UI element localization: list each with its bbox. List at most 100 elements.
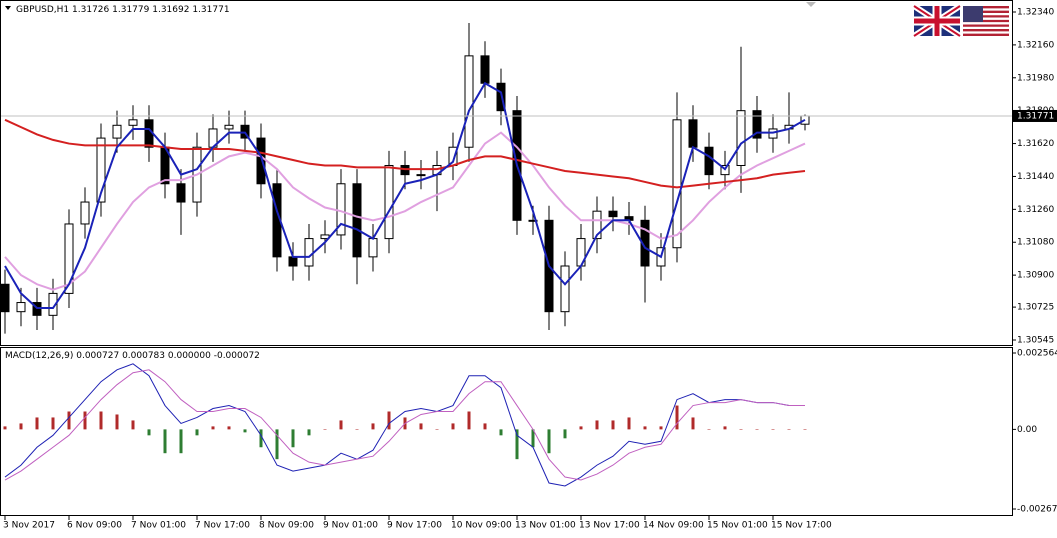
- indicator-line: [4, 131, 806, 291]
- histogram-bar: [627, 417, 631, 430]
- indicator-line: [4, 81, 806, 310]
- histogram-bar: [243, 429, 247, 433]
- y-tick-label: 1.30725: [1017, 303, 1054, 313]
- macd-value: 0.000783: [122, 351, 165, 361]
- histogram-bar: [19, 423, 23, 430]
- histogram-bar: [435, 429, 439, 430]
- price-panel: [0, 0, 1013, 346]
- ohlc-low: 1.31692: [152, 5, 189, 15]
- histogram-bar: [659, 426, 663, 430]
- candle-body: [528, 219, 538, 222]
- y-tick-label: 1.32160: [1017, 40, 1054, 50]
- candle-body: [752, 110, 762, 139]
- histogram-bar: [611, 420, 615, 430]
- uk-flag[interactable]: [912, 3, 962, 39]
- histogram-bar: [483, 423, 487, 430]
- histogram-bar: [755, 429, 759, 430]
- candle-body: [96, 137, 106, 203]
- histogram-bar: [83, 411, 87, 430]
- us-flag[interactable]: [963, 6, 1009, 36]
- histogram-bar: [131, 420, 135, 430]
- x-tick-label: 13 Nov 17:00: [579, 521, 640, 531]
- histogram-bar: [675, 405, 679, 430]
- histogram-bar: [563, 429, 567, 439]
- histogram-bar: [323, 429, 327, 430]
- flag-canton: [963, 6, 983, 22]
- histogram-bar: [803, 429, 807, 430]
- indicator-line: [4, 118, 806, 189]
- last-price-label: 1.31771: [1017, 111, 1054, 121]
- candle-body: [592, 210, 602, 240]
- candle-body: [704, 146, 714, 176]
- histogram-bar: [163, 429, 167, 454]
- macd-value: 0.000727: [76, 351, 119, 361]
- candle-body: [464, 55, 474, 148]
- x-tick-label: 15 Nov 01:00: [707, 521, 768, 531]
- macd-name: MACD(12,26,9): [5, 351, 73, 361]
- ohlc-open: 1.31726: [72, 5, 109, 15]
- x-tick-label: 10 Nov 09:00: [451, 521, 512, 531]
- candle-body: [112, 124, 122, 139]
- candle-body: [128, 119, 138, 126]
- histogram-bar: [499, 429, 503, 436]
- y-tick-label: -0.002673: [1017, 505, 1057, 515]
- candle-body: [256, 137, 266, 185]
- menu-arrow[interactable]: [5, 6, 11, 10]
- ohlc-high: 1.31779: [112, 5, 149, 15]
- histogram-bar: [595, 420, 599, 430]
- candle-body: [416, 174, 426, 177]
- histogram-bar: [723, 426, 727, 430]
- y-tick-label: 0.002564: [1017, 349, 1057, 359]
- y-tick-label: 1.32340: [1017, 8, 1054, 18]
- candle-body: [352, 183, 362, 258]
- histogram-bar: [115, 414, 119, 430]
- candle-body: [224, 124, 234, 130]
- histogram-bar: [371, 423, 375, 430]
- candle-body: [608, 210, 618, 218]
- macd-header: MACD(12,26,9) 0.000727 0.000783 0.000000…: [5, 351, 260, 361]
- candle-body: [480, 55, 490, 84]
- candle-body: [736, 110, 746, 166]
- flag-stripes: [963, 6, 1009, 36]
- indicator-line: [4, 369, 805, 481]
- histogram-bar: [531, 429, 535, 448]
- candle-body: [640, 219, 650, 267]
- y-tick-label: 1.31260: [1017, 205, 1054, 215]
- flag-cross: [914, 6, 960, 36]
- histogram-bar: [35, 417, 39, 430]
- histogram-bar: [707, 429, 711, 430]
- candle-body: [384, 164, 394, 240]
- histogram-bar: [195, 429, 199, 436]
- candle-body: [560, 265, 570, 313]
- y-tick-label: 1.31080: [1017, 238, 1054, 248]
- histogram-bar: [339, 420, 343, 430]
- candle-body: [368, 238, 378, 258]
- macd-value: 0.000000: [168, 351, 211, 361]
- histogram-bar: [547, 429, 551, 454]
- candle-body: [80, 201, 90, 225]
- x-tick-label: 9 Nov 17:00: [387, 521, 442, 531]
- symbol: GBPUSD,H1: [16, 5, 69, 15]
- histogram-bar: [99, 411, 103, 430]
- x-tick-label: 3 Nov 2017: [3, 521, 55, 531]
- histogram-bar: [67, 411, 71, 430]
- y-tick-label: 1.30900: [1017, 271, 1054, 281]
- shift-marker[interactable]: [806, 2, 816, 7]
- histogram-bar: [179, 429, 183, 454]
- histogram-bar: [387, 411, 391, 430]
- y-tick-label: 1.30545: [1017, 336, 1054, 346]
- histogram-bar: [275, 429, 279, 460]
- histogram-bar: [211, 426, 215, 430]
- histogram-bar: [307, 429, 311, 436]
- macd-value: -0.000072: [214, 351, 260, 361]
- y-tick-label: 0.00: [1017, 425, 1037, 435]
- histogram-bar: [451, 423, 455, 430]
- indicator-line: [4, 363, 805, 487]
- macd-panel: [0, 347, 1013, 516]
- histogram-bar: [51, 417, 55, 430]
- x-tick-label: 14 Nov 09:00: [643, 521, 704, 531]
- candle-body: [304, 238, 314, 267]
- x-tick-label: 6 Nov 09:00: [67, 521, 122, 531]
